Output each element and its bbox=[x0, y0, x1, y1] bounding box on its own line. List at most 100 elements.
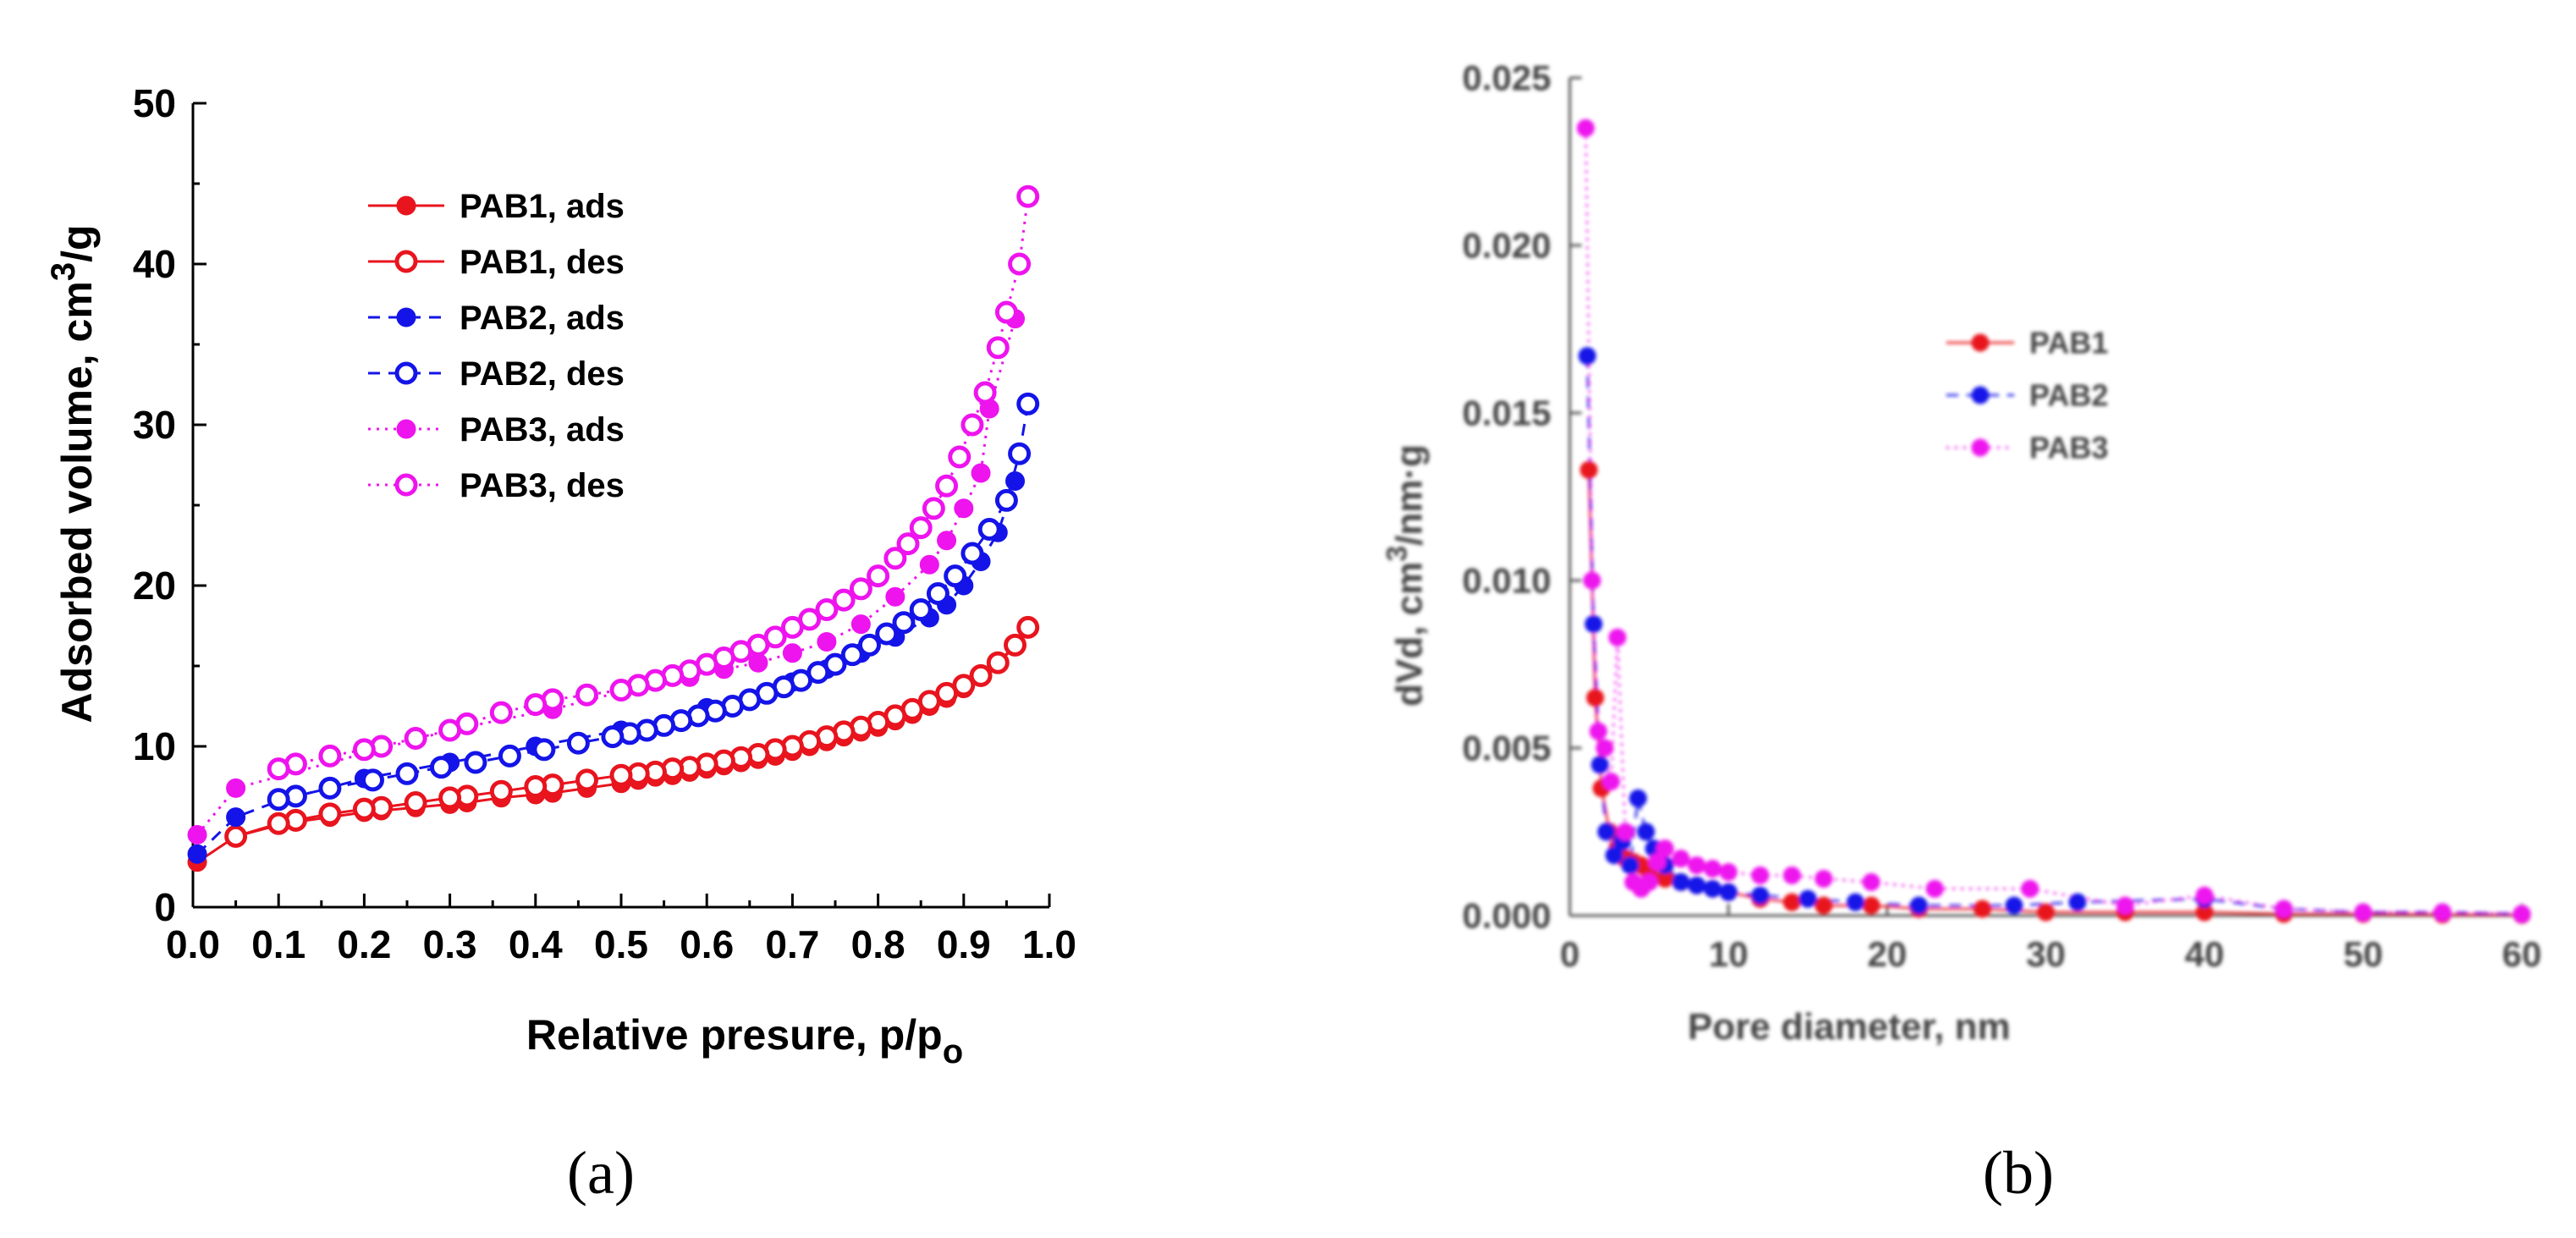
data-point bbox=[2021, 879, 2039, 898]
data-point bbox=[1640, 872, 1659, 891]
chart-a-tick-labels: 0.0 0.1 0.2 0.3 0.4 0.5 0.6 0.7 0.8 0.9 1.0 0 10 20 30… bbox=[133, 81, 1076, 966]
x-tick-label: 50 bbox=[2343, 934, 2383, 974]
data-point bbox=[1704, 879, 1722, 898]
data-point bbox=[609, 763, 633, 787]
chart-b-tick-labels: 0 10 20 30 40 50 60 0.000 0.005 0.010 0.015 0.020 0.… bbox=[1462, 58, 2541, 974]
data-point bbox=[1704, 860, 1722, 878]
data-point bbox=[1862, 872, 1880, 891]
data-point bbox=[1008, 252, 1032, 276]
data-point bbox=[1671, 872, 1690, 891]
data-point bbox=[1621, 856, 1639, 875]
legend-marker bbox=[1971, 438, 1990, 457]
data-point bbox=[498, 744, 521, 768]
data-point bbox=[2513, 905, 2531, 923]
chart-a-markers bbox=[187, 184, 1040, 872]
data-point bbox=[1648, 853, 1666, 872]
data-point bbox=[954, 498, 974, 519]
y-tick-label: 0.020 bbox=[1462, 226, 1551, 266]
data-point bbox=[817, 632, 837, 652]
data-point bbox=[404, 727, 427, 750]
x-tick-label: 0.4 bbox=[509, 922, 563, 966]
data-point bbox=[267, 788, 290, 812]
data-point bbox=[524, 775, 548, 798]
data-point bbox=[489, 779, 513, 803]
data-point bbox=[1629, 789, 1648, 807]
data-point bbox=[352, 738, 376, 762]
data-point bbox=[395, 762, 419, 785]
data-point bbox=[1597, 823, 1616, 841]
data-point bbox=[1862, 896, 1880, 915]
data-point bbox=[1016, 615, 1040, 639]
legend-entry: PAB1, ads bbox=[460, 188, 625, 225]
data-point bbox=[1582, 571, 1601, 590]
data-point bbox=[948, 445, 972, 469]
data-point bbox=[438, 786, 462, 810]
x-tick-label: 40 bbox=[2185, 934, 2225, 974]
legend-marker bbox=[394, 361, 418, 385]
series-line-0 bbox=[1588, 470, 2523, 916]
data-point bbox=[969, 663, 993, 687]
chart-panel-a: 0.0 0.1 0.2 0.3 0.4 0.5 0.6 0.7 0.8 0.9 1.0 0 10 20 30… bbox=[45, 81, 1076, 1070]
y-tick-label: 0.005 bbox=[1462, 729, 1551, 768]
data-point bbox=[2433, 903, 2452, 922]
series-line-2 bbox=[196, 481, 1016, 856]
legend-marker bbox=[1971, 333, 1990, 352]
data-point bbox=[815, 598, 839, 621]
legend-entry: PAB1, des bbox=[460, 244, 625, 281]
data-point bbox=[858, 633, 881, 657]
x-tick-label: 0.8 bbox=[851, 922, 905, 966]
data-point bbox=[1720, 863, 1737, 882]
legend-entry: PAB3, ads bbox=[460, 411, 625, 448]
data-point bbox=[575, 768, 598, 792]
data-point bbox=[840, 643, 864, 667]
data-point bbox=[609, 679, 633, 702]
chart-b-xlabel: Pore diameter, nm bbox=[1687, 1006, 2010, 1048]
data-point bbox=[832, 588, 856, 612]
data-point bbox=[1595, 739, 1614, 757]
x-tick-label: 0.1 bbox=[251, 922, 305, 966]
data-point bbox=[1004, 633, 1027, 657]
chart-a-legend: PAB1, ads PAB1, des PAB2, ads PAB2, des PAB3… bbox=[368, 188, 625, 504]
data-point bbox=[944, 564, 967, 588]
data-point bbox=[1814, 869, 1833, 888]
data-point bbox=[187, 825, 207, 845]
data-point bbox=[2037, 903, 2055, 922]
x-tick-label: 0 bbox=[1560, 934, 1579, 974]
data-point bbox=[575, 683, 598, 707]
data-point bbox=[524, 693, 548, 717]
data-point bbox=[971, 463, 991, 483]
legend-entry: PAB1 bbox=[2029, 326, 2108, 360]
data-point bbox=[430, 756, 453, 779]
x-tick-label: 0.9 bbox=[937, 922, 991, 966]
chart-b-ylabel: dVd, cm3/nm·g bbox=[1381, 444, 1430, 707]
data-point bbox=[226, 778, 246, 798]
data-point bbox=[267, 757, 290, 781]
data-point bbox=[601, 725, 625, 749]
y-tick-label: 0.015 bbox=[1462, 393, 1551, 433]
data-point bbox=[1584, 614, 1603, 633]
chart-a-axes bbox=[191, 102, 1051, 909]
data-point bbox=[1910, 896, 1928, 915]
panel-label-a: (a) bbox=[567, 1139, 635, 1207]
x-tick-label: 0.2 bbox=[337, 922, 391, 966]
x-tick-label: 0.0 bbox=[166, 922, 220, 966]
legend-marker bbox=[1971, 386, 1990, 404]
data-point bbox=[909, 598, 933, 621]
data-point bbox=[2275, 900, 2293, 918]
data-point bbox=[1008, 442, 1032, 465]
y-tick-label: 20 bbox=[133, 564, 176, 608]
chart-panel-b: 0 10 20 30 40 50 60 0.000 0.005 0.010 0.015 0.020 0.… bbox=[1381, 58, 2541, 1048]
data-point bbox=[1602, 773, 1621, 791]
legend-marker bbox=[396, 419, 416, 439]
data-point bbox=[438, 718, 462, 742]
legend-marker bbox=[394, 473, 418, 497]
legend-entry: PAB2, ads bbox=[460, 300, 625, 337]
data-point bbox=[2195, 886, 2214, 905]
data-point bbox=[1005, 471, 1026, 491]
x-tick-label: 0.6 bbox=[680, 922, 734, 966]
panel-label-b: (b) bbox=[1983, 1139, 2054, 1207]
legend-marker bbox=[396, 307, 416, 327]
data-point bbox=[2354, 903, 2372, 922]
series-line-2 bbox=[1584, 128, 2523, 916]
data-point bbox=[1751, 866, 1770, 884]
